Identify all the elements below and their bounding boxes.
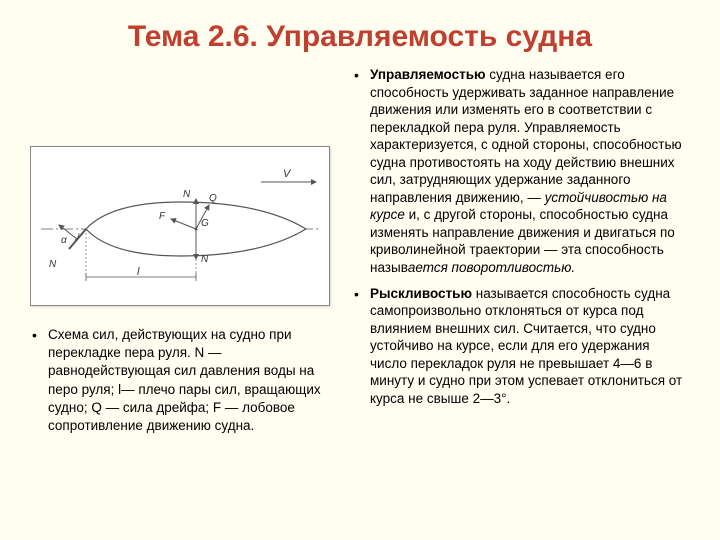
p1-text-a: судна называется его способность удержив… xyxy=(370,67,682,205)
label-q: Q xyxy=(209,193,217,204)
p2-text: называется способность судна самопроизво… xyxy=(370,286,682,406)
page-title: Тема 2.6. Управляемость судна xyxy=(30,20,690,54)
forces-diagram: V G N Q F N N xyxy=(30,146,330,306)
paragraph-1: Управляемостью судна называется его спос… xyxy=(352,66,690,277)
left-column: V G N Q F N N xyxy=(30,66,340,443)
label-alpha: α xyxy=(61,235,67,246)
label-f: F xyxy=(159,211,166,222)
right-column: Управляемостью судна называется его спос… xyxy=(352,66,690,443)
label-n-bot: N xyxy=(201,254,209,265)
term-turnability: ается поворотливостью. xyxy=(408,260,575,275)
label-l: l xyxy=(137,266,140,278)
term-manageability: Управляемостью xyxy=(370,67,486,82)
label-n-top: N xyxy=(183,189,191,200)
label-g: G xyxy=(201,218,209,229)
term-yawing: Рыскливостью xyxy=(370,286,472,301)
paragraph-2: Рыскливостью называется способность судн… xyxy=(352,285,690,408)
label-v: V xyxy=(283,168,292,180)
diagram-caption: Схема сил, действующих на судно при пере… xyxy=(30,326,340,435)
label-n-left: N xyxy=(49,259,57,270)
content-columns: V G N Q F N N xyxy=(30,66,690,443)
